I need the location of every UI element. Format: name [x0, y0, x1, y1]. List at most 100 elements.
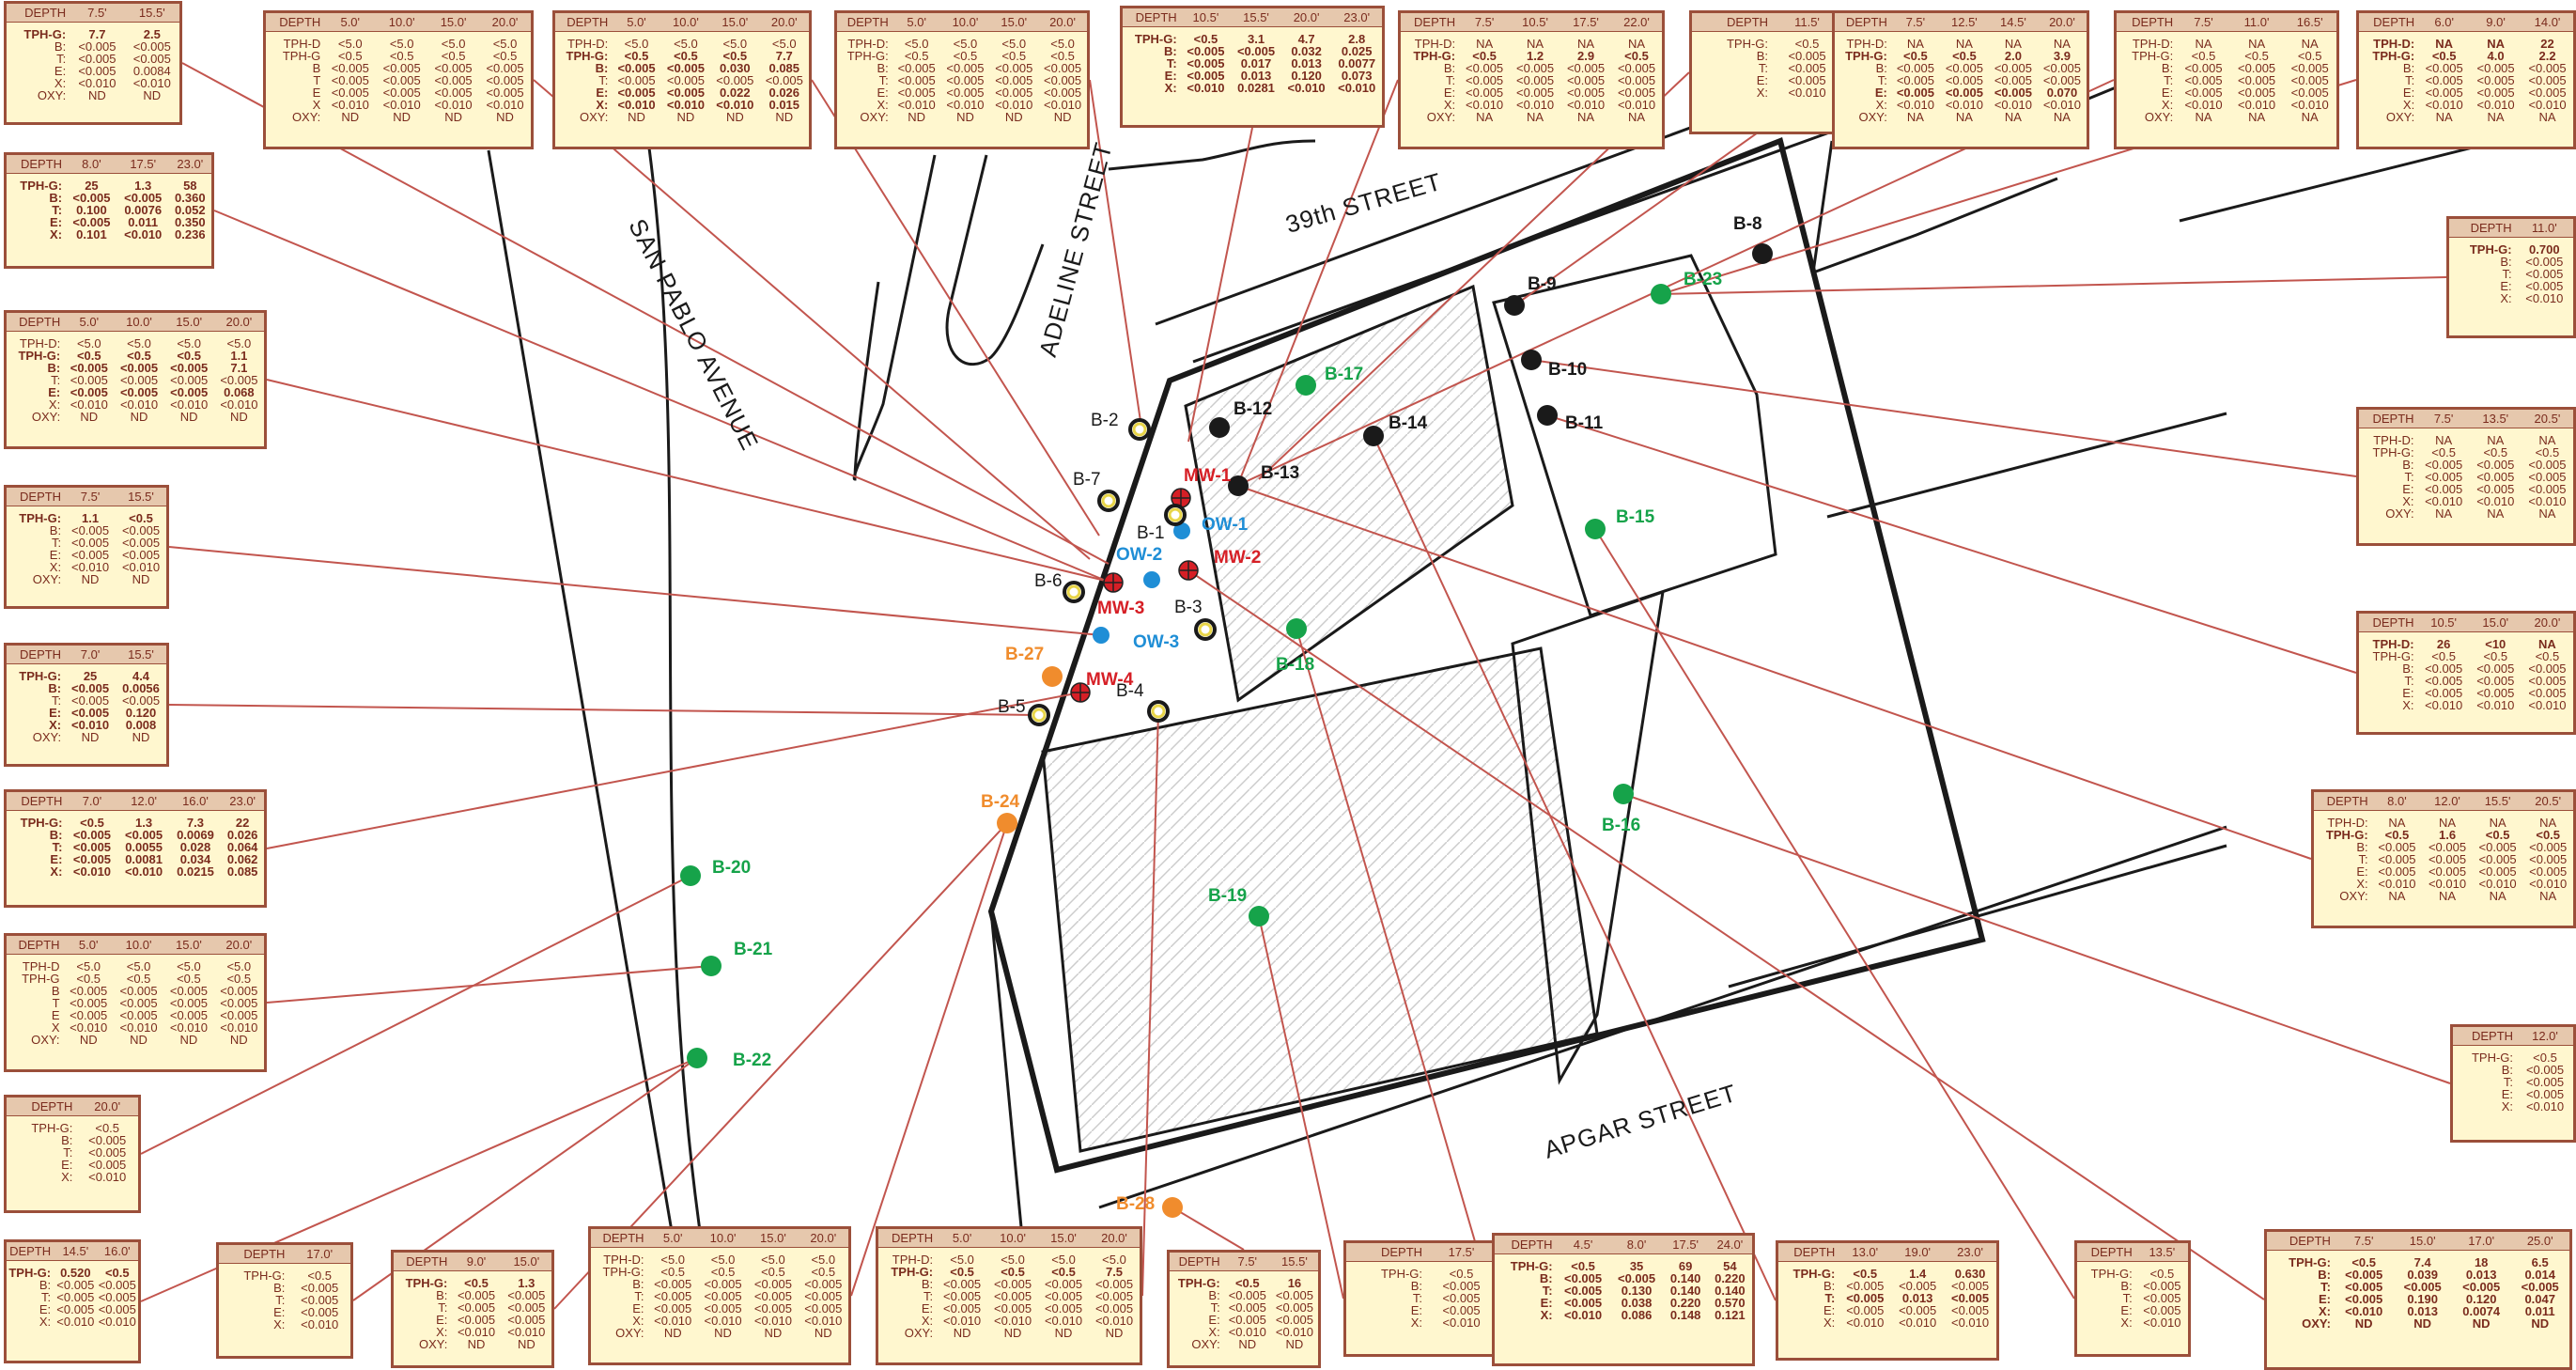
box-value-cell: <0.005 — [70, 706, 110, 720]
box-value-cell: <0.005 — [1466, 86, 1504, 100]
box-header-cell: 20.0' — [213, 313, 264, 332]
box-value-cell: 0.101 — [76, 227, 107, 241]
box-header-cell: 20.5' — [2521, 410, 2573, 428]
box-value-cell: <0.010 — [1275, 1325, 1313, 1339]
box-value-cell: NA — [2435, 37, 2454, 51]
box-row: E: <0.005 <0.005 — [7, 549, 166, 561]
box-value-cell: <0.005 — [2184, 73, 2223, 87]
box-header-cell: 12.0' — [2422, 792, 2473, 811]
box-row: E: <0.005 <0.005 <0.005 — [2359, 483, 2573, 495]
box-value-cell: <0.005 — [119, 361, 159, 375]
box-header-cell: DEPTH — [2449, 219, 2516, 238]
leader-line-b15 — [266, 692, 1081, 849]
box-value-cell: <0.005 — [943, 1301, 982, 1316]
box-param-label: T: — [1210, 1300, 1220, 1315]
box-value-cell: 0.570 — [1715, 1296, 1746, 1310]
box-param-label: B — [51, 984, 60, 998]
box-value-cell: 0.013 — [1901, 1291, 1933, 1305]
box-header-cell: DEPTH — [1123, 8, 1181, 27]
box-row: E: <0.005 — [1346, 1304, 1497, 1316]
sample-box-b31: DEPTH 10.5' 15.0' 20.0' TPH-D: 26 <10 NA TPH-G: <… — [2356, 611, 2576, 735]
box-param-label: E: — [50, 852, 63, 866]
box-value-cell: <0.5 — [464, 1276, 489, 1290]
box-value-cell: <0.005 — [2425, 61, 2463, 75]
box-row: T: <0.005 — [2077, 1292, 2188, 1304]
box-header-row: DEPTH 5.0' 10.0' 15.0' 20.0' — [837, 13, 1087, 32]
box-value-cell: <0.010 — [2525, 291, 2564, 305]
box-row: B: <0.005 — [1692, 50, 1842, 62]
box-value-cell: <0.010 — [704, 1314, 742, 1328]
box-value-cell: ND — [628, 110, 645, 124]
box-value-cell: ND — [2413, 1316, 2432, 1331]
box-row: TPH-G: <0.5 — [1346, 1268, 1497, 1280]
box-row: X: <0.010 <0.010 — [1170, 1326, 1318, 1338]
box-value-cell: <5.0 — [492, 37, 518, 51]
box-param-label: E: — [50, 215, 63, 229]
box-row: E <0.005 <0.005 <0.005 <0.005 — [7, 1009, 264, 1021]
box-value-cell: <5.0 — [761, 1253, 785, 1267]
box-param-label: T: — [1542, 1284, 1553, 1298]
box-param-label: TPH-D — [22, 959, 60, 973]
box-param-label: TPH-D: — [19, 336, 61, 350]
box-value-cell: <0.010 — [169, 1020, 208, 1035]
box-param-label: B: — [877, 61, 889, 75]
box-param-label: X: — [1875, 98, 1887, 112]
box-value-cell: <0.005 — [121, 693, 161, 708]
box-header-cell: 15.5' — [2472, 792, 2523, 811]
box-value-cell: <0.005 — [1896, 73, 1934, 87]
box-param-label: OXY: — [291, 110, 321, 124]
box-row: OXY: NA NA NA NA — [1835, 111, 2087, 123]
box-value-cell: <0.005 — [119, 996, 158, 1010]
box-param-label: B: — [1163, 44, 1177, 58]
box-row: OXY: ND ND ND ND — [837, 111, 1087, 123]
box-row: T: <0.005 <0.005 — [7, 694, 166, 707]
box-param-label: TPH-G: — [23, 27, 67, 41]
box-param-label: X: — [1443, 98, 1456, 112]
marker-label-b-6: B-6 — [1034, 571, 1063, 591]
box-value-cell: <0.5 — [624, 49, 649, 63]
box-value-cell: <0.010 — [125, 864, 163, 879]
box-value-cell: ND — [814, 1326, 832, 1340]
box-value-cell: <0.005 — [666, 86, 705, 100]
box-value-cell: <0.005 — [2345, 1280, 2383, 1294]
box-row: TPH-D: NA NA NA NA — [1401, 38, 1662, 50]
box-header-cell: DEPTH — [7, 792, 67, 811]
box-param-label: B: — [436, 1288, 448, 1302]
box-value-cell: <0.010 — [2478, 877, 2517, 891]
box-row: X: <0.010 <0.010 — [394, 1326, 551, 1338]
box-header-cell: 15.0' — [710, 13, 760, 32]
box-value-cell: <0.005 — [170, 373, 209, 387]
box-header-cell: DEPTH — [7, 1242, 55, 1261]
box-value-cell: <0.5 — [1051, 1265, 1076, 1279]
box-value-cell: <5.0 — [1050, 37, 1075, 51]
box-row: B: <0.005 <0.005 — [7, 1279, 138, 1291]
box-row: T: <0.005 — [2449, 268, 2573, 280]
box-row: X: <0.010 <0.010 <0.010 <0.010 — [7, 398, 264, 411]
box-value-cell: <0.005 — [507, 1300, 546, 1315]
box-value-cell: <0.005 — [88, 1158, 127, 1172]
marker-label-b-12: B-12 — [1234, 399, 1273, 419]
box-header-cell: DEPTH — [7, 646, 66, 664]
box-value-cell: <0.005 — [1187, 44, 1225, 58]
box-param-label: OXY: — [615, 1326, 644, 1340]
box-param-label: B: — [1410, 1279, 1423, 1293]
green-boring-dot-icon — [1286, 618, 1307, 639]
box-header-row: DEPTH 7.5' 15.0' 17.0' 25.0' — [2267, 1232, 2569, 1251]
box-row: X: <0.010 <0.010 <0.010 <0.010 — [2314, 878, 2573, 890]
box-value-cell: 2.8 — [1348, 32, 1366, 46]
box-header-cell: 23.0' — [221, 792, 264, 811]
box-value-cell: <0.005 — [72, 840, 112, 854]
box-value-cell: <0.005 — [457, 1288, 496, 1302]
box-value-cell: NA — [2487, 506, 2505, 521]
box-value-cell: <0.005 — [1044, 86, 1082, 100]
box-value-cell: <0.010 — [2238, 98, 2276, 112]
box-value-cell: <0.005 — [2345, 1292, 2383, 1306]
box-value-cell: <0.005 — [654, 1289, 692, 1303]
box-value-cell: 0.011 — [2524, 1304, 2555, 1318]
box-value-cell: <0.005 — [56, 1290, 95, 1304]
box-value-cell: ND — [908, 110, 926, 124]
box-value-cell: <0.005 — [716, 73, 754, 87]
box-header-row: DEPTH 5.0' 10.0' 15.0' 20.0' — [7, 313, 264, 332]
box-header-cell: DEPTH — [2117, 13, 2178, 32]
box-value-cell: <0.005 — [486, 73, 524, 87]
